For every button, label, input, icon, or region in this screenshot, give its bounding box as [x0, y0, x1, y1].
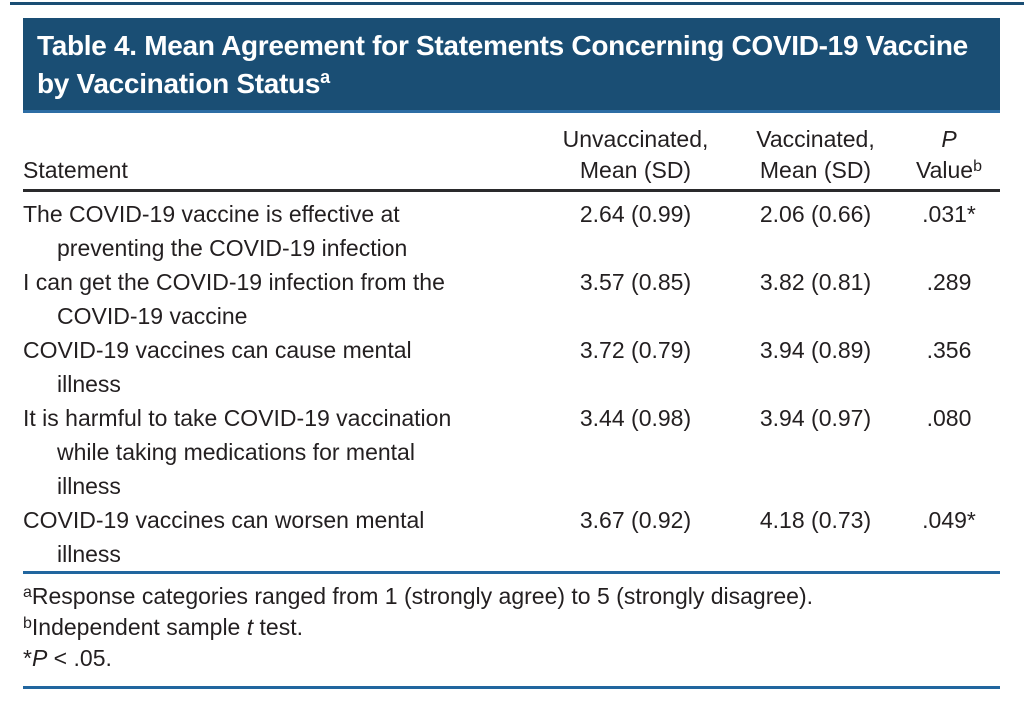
footnote-b: bIndependent sample t test. [23, 612, 1000, 643]
table-row: It is harmful to take COVID-19 vaccinati… [23, 401, 1000, 503]
p-value-label: Value [915, 157, 974, 183]
statement-cell: The COVID-19 vaccine is effective at pre… [23, 201, 408, 261]
footnote-b-text-end: test. [253, 614, 303, 640]
unvaccinated-mean-cell: 2.64 (0.99) [579, 201, 692, 227]
bottom-gap [23, 674, 1000, 686]
unvaccinated-mean-cell: 3.72 (0.79) [579, 337, 692, 363]
table-header-row: Statement Unvaccinated, Mean (SD) Vaccin… [23, 114, 1000, 189]
column-header-vaccinated-line2: Mean (SD) [759, 157, 872, 183]
column-header-vaccinated: Vaccinated, Mean (SD) [733, 124, 898, 186]
results-table: Statement Unvaccinated, Mean (SD) Vaccin… [23, 114, 1000, 689]
table-title-superscript: a [320, 67, 330, 87]
statement-cell: COVID-19 vaccines can worsen mental illn… [23, 507, 425, 567]
table-row: COVID-19 vaccines can worsen mental illn… [23, 503, 1000, 571]
statement-cell: It is harmful to take COVID-19 vaccinati… [23, 405, 452, 499]
footnote-significance-text-end: < .05. [47, 645, 112, 671]
footnote-significance-italic: P [31, 645, 48, 671]
table-title-banner: Table 4. Mean Agreement for Statements C… [23, 18, 1000, 113]
column-header-unvaccinated-line2: Mean (SD) [579, 157, 692, 183]
vaccinated-mean-cell: 3.82 (0.81) [759, 269, 872, 295]
vaccinated-mean-cell: 3.94 (0.89) [759, 337, 872, 363]
p-value-cell: .049* [922, 507, 976, 533]
vaccinated-mean-cell: 3.94 (0.97) [759, 405, 872, 431]
footnote-a-text: Response categories ranged from 1 (stron… [31, 583, 814, 609]
table-body: The COVID-19 vaccine is effective at pre… [23, 192, 1000, 571]
footnote-b-marker: b [23, 615, 32, 632]
statement-cell: I can get the COVID-19 infection from th… [23, 269, 445, 329]
table-row: The COVID-19 vaccine is effective at pre… [23, 197, 1000, 265]
unvaccinated-mean-cell: 3.44 (0.98) [579, 405, 692, 431]
footnote-significance: *P < .05. [23, 643, 1000, 674]
column-header-p-line1: P [898, 124, 1000, 155]
footnote-b-text: Independent sample [31, 614, 247, 640]
column-header-statement: Statement [23, 157, 128, 183]
body-footnote-divider [23, 571, 1000, 574]
p-value-cell: .080 [926, 405, 972, 431]
unvaccinated-mean-cell: 3.57 (0.85) [579, 269, 692, 295]
p-value-superscript: b [973, 158, 983, 175]
p-italic: P [941, 126, 957, 152]
column-header-p-value: P Valueb [898, 124, 1000, 186]
header-divider [23, 189, 1000, 192]
column-header-vaccinated-line1: Vaccinated, [756, 126, 875, 152]
top-divider [10, 2, 1024, 5]
statement-cell: COVID-19 vaccines can cause mental illne… [23, 337, 412, 397]
table-title-text: Table 4. Mean Agreement for Statements C… [37, 30, 968, 99]
footnote-a-marker: a [23, 584, 32, 601]
unvaccinated-mean-cell: 3.67 (0.92) [579, 507, 692, 533]
footnote-b-italic: t [246, 614, 254, 640]
table-row: COVID-19 vaccines can cause mental illne… [23, 333, 1000, 401]
table-footnotes: aResponse categories ranged from 1 (stro… [23, 574, 1000, 674]
bottom-divider [23, 686, 1000, 689]
p-value-cell: .356 [926, 337, 972, 363]
column-header-p-line2: Valueb [898, 155, 1000, 186]
vaccinated-mean-cell: 4.18 (0.73) [759, 507, 872, 533]
table-row: I can get the COVID-19 infection from th… [23, 265, 1000, 333]
column-header-unvaccinated-line1: Unvaccinated, [562, 126, 709, 152]
p-value-cell: .289 [926, 269, 972, 295]
table-title: Table 4. Mean Agreement for Statements C… [37, 27, 986, 103]
p-value-cell: .031* [922, 201, 976, 227]
footnote-a: aResponse categories ranged from 1 (stro… [23, 581, 1000, 612]
column-header-unvaccinated: Unvaccinated, Mean (SD) [538, 124, 733, 186]
footnote-significance-marker: * [23, 645, 32, 671]
vaccinated-mean-cell: 2.06 (0.66) [759, 201, 872, 227]
